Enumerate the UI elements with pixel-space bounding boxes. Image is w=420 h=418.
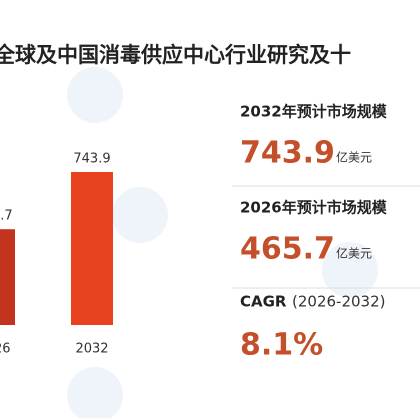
stat-value: 743.9 [240,136,335,171]
stat-value: 465.7 [240,232,335,267]
bar [71,171,113,325]
stat-unit: 亿美元 [336,150,372,165]
value-label: 465.7 [0,209,13,224]
title: 全球及中国消毒供应中心行业研究及十 [0,43,351,67]
value-label: 743.9 [73,151,110,166]
stat-label: 2026年预计市场规模 [240,199,388,217]
watermark [67,67,378,418]
stat-unit: 亿美元 [336,246,372,261]
stat-label: CAGR [240,293,287,311]
stat-value: 8.1% [240,328,323,363]
x-tick-label: 2026 [0,342,11,357]
stat-note: (2026-2032) [292,293,385,311]
bar [0,229,15,325]
x-tick-label: 2032 [75,342,108,357]
stat-label: 2032年预计市场规模 [240,103,388,121]
